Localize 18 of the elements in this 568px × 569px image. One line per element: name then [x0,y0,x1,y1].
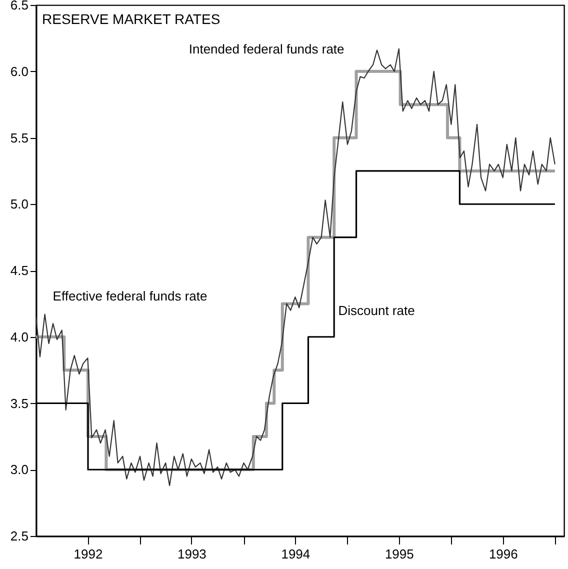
series-label: Discount rate [338,302,415,318]
x-tick-label: 1996 [488,546,518,562]
x-tick-label: 1993 [177,546,206,562]
x-tick-label: 1994 [281,546,310,562]
y-tick-label: 5.0 [10,196,28,212]
y-tick-label: 3.5 [10,396,28,411]
chart-title: RESERVE MARKET RATES [42,11,220,27]
y-tick-label: 6.0 [10,64,28,79]
y-tick-label: 4.5 [10,263,28,278]
series-label: Effective federal funds rate [52,288,208,304]
x-tick-label: 1992 [74,546,103,562]
y-tick-label: 2.5 [10,528,28,544]
series-label: Intended federal funds rate [188,41,344,56]
x-tick-label: 1995 [384,546,414,562]
y-tick-label: 6.5 [10,0,28,12]
y-tick-label: 3.0 [10,462,28,478]
y-tick-label: 5.5 [10,130,28,146]
y-tick-label: 4.0 [10,329,28,344]
